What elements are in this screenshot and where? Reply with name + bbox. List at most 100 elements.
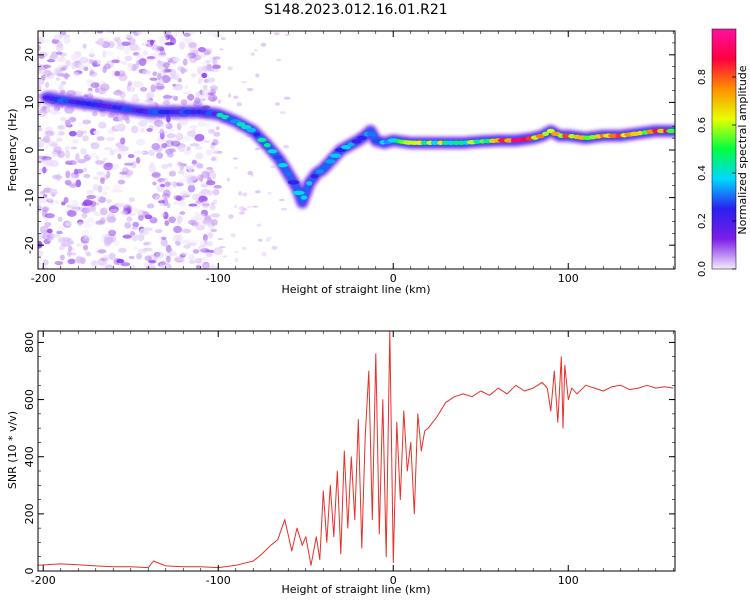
heatmap-noise-cell (38, 126, 43, 132)
heatmap-ridge-cell (347, 142, 355, 147)
snr-series-line (38, 331, 674, 569)
heatmap-noise-cell (202, 234, 208, 241)
spectrogram-x-tick-label: 0 (390, 272, 397, 285)
snr-plot-frame (37, 330, 676, 572)
heatmap-noise-cell (161, 163, 169, 170)
heatmap-ridge-cell (420, 140, 429, 146)
heatmap-noise-cell (97, 185, 103, 193)
heatmap-noise-cell (217, 99, 222, 104)
heatmap-ridge-band (44, 95, 675, 205)
heatmap-noise-cell (178, 120, 188, 126)
heatmap-noise-cell (110, 189, 118, 193)
heatmap-noise-cell (270, 165, 276, 169)
colorbar-tick-label: 0.6 (697, 117, 708, 133)
heatmap-noise-cell (39, 230, 47, 239)
heatmap-noise-cell (135, 138, 146, 146)
heatmap-noise-cell (95, 249, 105, 254)
heatmap-noise-cell (149, 39, 154, 46)
heatmap-noise-cell (69, 205, 80, 211)
heatmap-noise-cell (71, 61, 77, 70)
heatmap-noise-cell (227, 93, 232, 98)
heatmap-noise-cell (46, 59, 56, 63)
heatmap-noise-cell (166, 56, 171, 61)
heatmap-noise-cell (56, 40, 63, 49)
heatmap-noise-cell (126, 83, 131, 92)
heatmap-noise-cell (203, 139, 211, 143)
heatmap-noise-cell (127, 62, 134, 68)
heatmap-noise-cell (39, 225, 49, 234)
snr-x-tick-label: -100 (206, 574, 231, 587)
heatmap-noise-cell (87, 217, 95, 222)
snr-x-axis: -200 -100 0 100 (31, 331, 674, 587)
heatmap-noise-cell (153, 119, 164, 127)
heatmap-noise-cell (58, 125, 65, 130)
heatmap-noise-cell (86, 194, 97, 199)
heatmap-noise-cell (75, 256, 85, 264)
heatmap-ridge-cell (246, 127, 257, 133)
heatmap-ridge-cell (267, 149, 278, 154)
heatmap-noise-cell (44, 213, 55, 219)
heatmap-noise-cell (82, 244, 89, 251)
heatmap-noise-cell (75, 54, 82, 61)
heatmap-noise-cell (46, 228, 53, 234)
heatmap-noise-cell (176, 133, 184, 141)
heatmap-noise-cell (58, 84, 64, 92)
heatmap-noise-cell (217, 237, 224, 241)
heatmap-noise-cell (155, 82, 165, 91)
heatmap-noise-cell (169, 129, 175, 133)
heatmap-noise-cell (250, 52, 255, 56)
heatmap-noise-cell (42, 69, 52, 77)
heatmap-ridge-cell (510, 138, 518, 143)
heatmap-noise-cell (152, 193, 161, 200)
heatmap-noise-cell (64, 72, 69, 80)
heatmap-noise-cell (116, 202, 126, 207)
heatmap-noise-cell (124, 222, 132, 229)
heatmap-noise-cell (232, 157, 238, 160)
heatmap-noise-cell (109, 252, 116, 261)
heatmap-noise-cell (210, 213, 221, 218)
heatmap-ridge-cell (356, 135, 367, 141)
heatmap-noise-cell (169, 251, 177, 257)
heatmap-noise-cell (182, 58, 188, 66)
heatmap-noise-cell (117, 179, 126, 185)
heatmap-noise-cell (123, 162, 134, 166)
heatmap-noise-cell (175, 31, 186, 37)
heatmap-noise-cell (246, 87, 254, 92)
heatmap-noise-cell (182, 172, 192, 178)
colorbar-tick-label: 0.0 (697, 261, 708, 277)
heatmap-noise-cell (57, 236, 66, 244)
heatmap-noise-cell (58, 55, 67, 61)
heatmap-noise-cell (109, 208, 119, 213)
heatmap-noise-cell (42, 194, 48, 198)
heatmap-noise-cell (189, 143, 200, 147)
heatmap-noise-cell (84, 223, 92, 229)
heatmap-noise-cell (197, 121, 206, 127)
heatmap-noise-cell (119, 210, 128, 215)
heatmap-noise-cell (199, 181, 208, 187)
heatmap-noise-cell (204, 263, 210, 269)
heatmap-noise-cell (167, 163, 173, 168)
heatmap-noise-cell (42, 166, 47, 174)
heatmap-noise-cell (63, 34, 71, 39)
heatmap-noise-cell (166, 202, 171, 209)
heatmap-noise-cell (130, 95, 139, 103)
heatmap-noise-cell (133, 150, 144, 155)
heatmap-noise-cell (208, 77, 216, 83)
heatmap-noise-cell (155, 62, 160, 68)
heatmap-noise-cell (176, 131, 183, 140)
heatmap-noise-cell (274, 102, 281, 106)
heatmap-noise-cell (209, 204, 216, 211)
heatmap-noise-cell (179, 211, 186, 215)
heatmap-noise-cell (133, 81, 144, 88)
heatmap-noise-cell (161, 193, 171, 199)
spectrogram-y-tick-label: -20 (23, 236, 36, 254)
heatmap-noise-cell (70, 146, 78, 150)
heatmap-noise-cell (67, 252, 77, 256)
heatmap-noise-cell (75, 130, 84, 138)
heatmap-noise-cell (209, 145, 215, 149)
heatmap-noise-cell (57, 216, 63, 222)
heatmap-noise-cell (67, 250, 72, 258)
heatmap-noise-cell (82, 167, 88, 173)
heatmap-noise-cell (38, 63, 44, 71)
